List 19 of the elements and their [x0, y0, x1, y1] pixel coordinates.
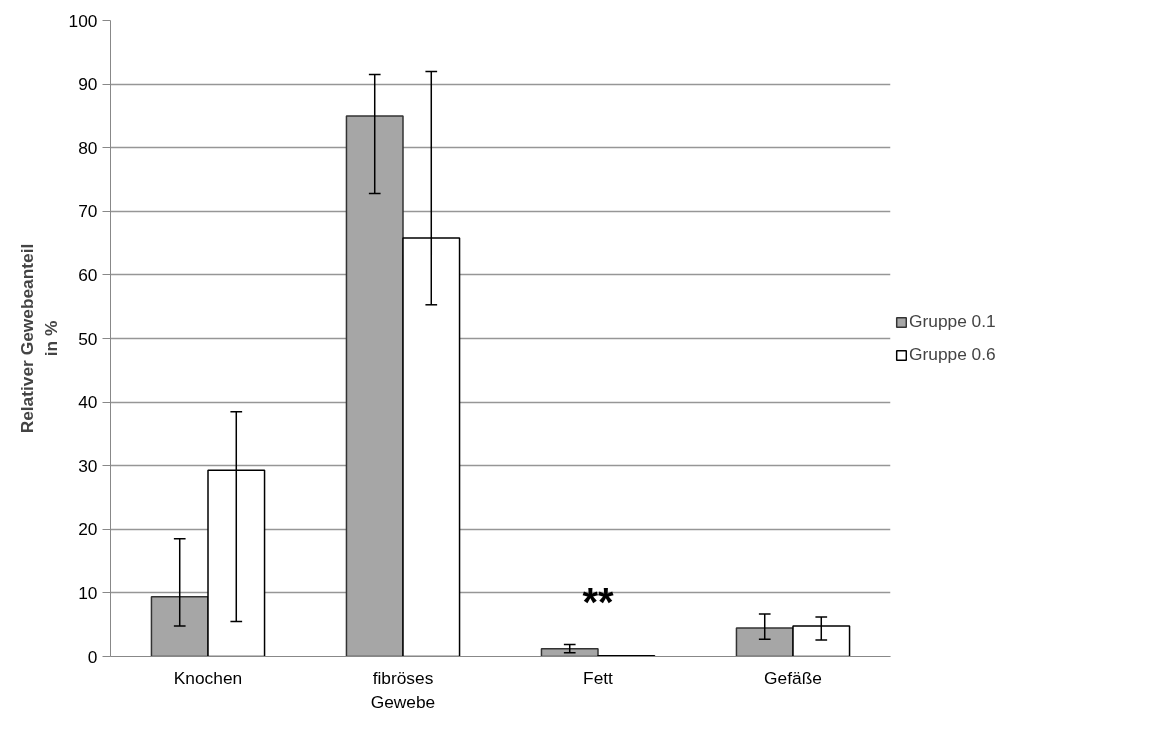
- legend-label: Gruppe 0.6: [909, 344, 996, 365]
- y-tick-label: 40: [78, 392, 98, 413]
- y-axis-title: Relativer Gewebeanteil in %: [16, 243, 61, 434]
- y-tick-label: 10: [78, 582, 98, 603]
- y-tick-label: 60: [78, 264, 98, 285]
- y-tick-label: 50: [78, 328, 98, 349]
- x-tick-label: fibröses Gewebe: [370, 667, 436, 712]
- x-tick-label: Fett: [583, 667, 614, 688]
- x-tick-label: Knochen: [173, 667, 243, 688]
- y-tick-label: 70: [78, 201, 98, 222]
- annotation: **: [582, 580, 614, 625]
- y-tick-label: 20: [78, 519, 98, 540]
- x-tick-label: Gefäße: [764, 667, 822, 688]
- y-tick-label: 80: [78, 137, 98, 158]
- y-tick-label: 100: [68, 10, 98, 31]
- legend-label: Gruppe 0.1: [909, 311, 996, 332]
- y-tick-label: 90: [78, 74, 98, 95]
- y-tick-label: 30: [78, 455, 98, 476]
- y-tick-label: 0: [87, 646, 98, 667]
